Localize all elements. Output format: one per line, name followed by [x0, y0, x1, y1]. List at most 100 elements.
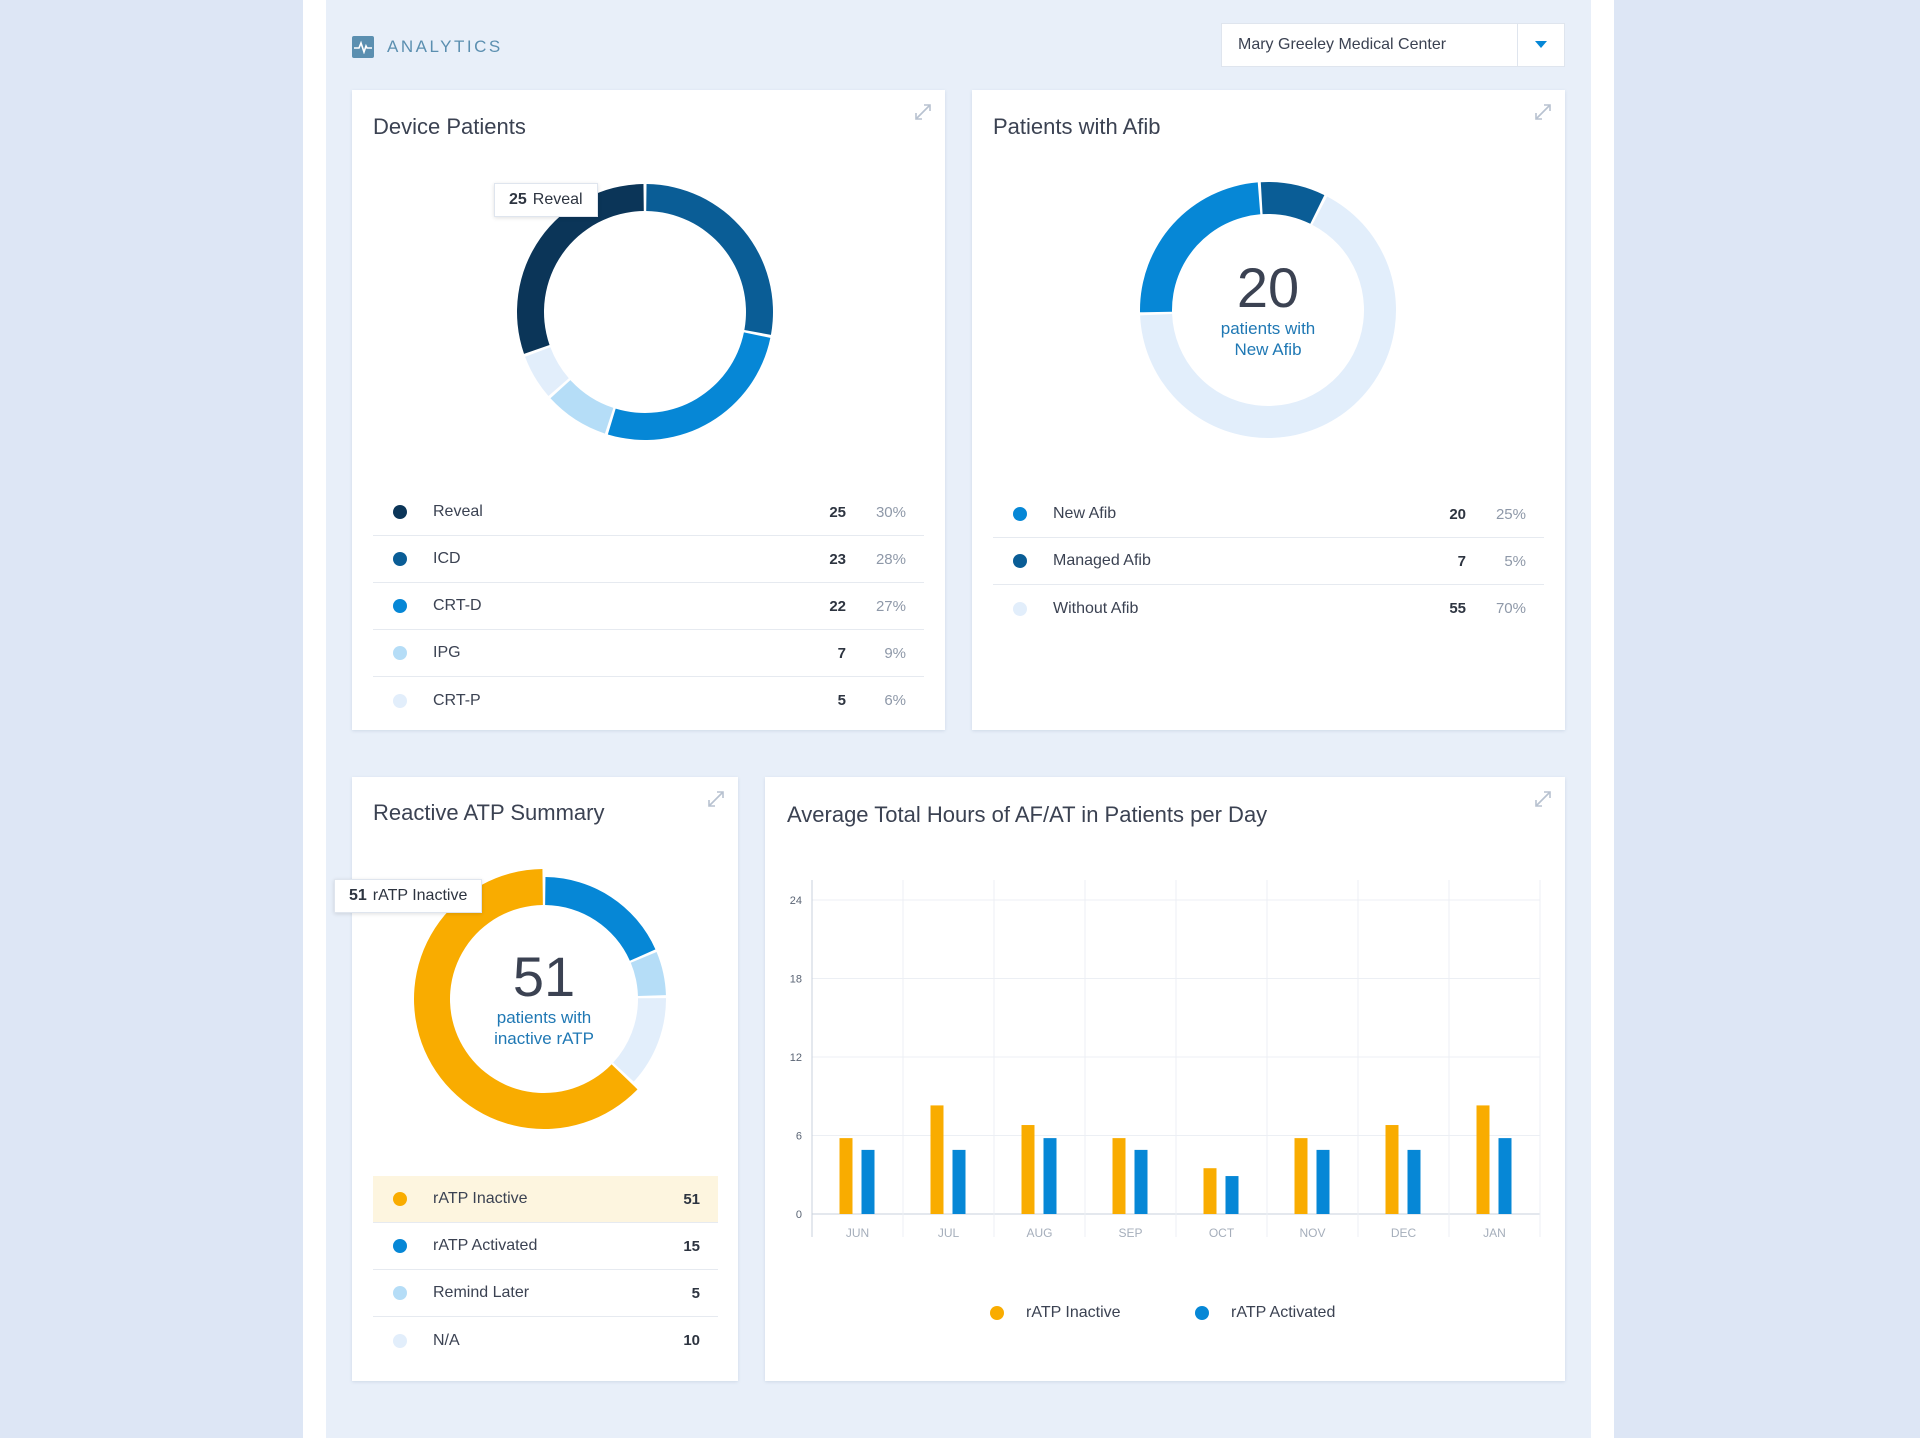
bar-ratp-activated-jun[interactable]: [861, 1149, 875, 1214]
atp-tooltip: 51 rATP Inactive: [334, 879, 483, 913]
legend-row-ratp-activated[interactable]: rATP Activated 15: [373, 1223, 718, 1270]
legend-dot: [1013, 554, 1027, 568]
bar-ratp-activated-jan[interactable]: [1498, 1138, 1512, 1214]
bar-ratp-inactive-aug[interactable]: [1021, 1125, 1035, 1214]
atp-slice-n-a[interactable]: [613, 998, 666, 1082]
bar-ratp-inactive-jan[interactable]: [1476, 1105, 1490, 1214]
legend-label: ICD: [433, 550, 461, 567]
legend-label: rATP Activated: [1231, 1304, 1336, 1321]
expand-icon[interactable]: [913, 102, 933, 122]
legend-row-icd[interactable]: ICD 23 28%: [373, 536, 924, 583]
legend-label: IPG: [433, 644, 461, 661]
legend-row-remind-later[interactable]: Remind Later 5: [373, 1270, 718, 1317]
afib-slice-new-afib[interactable]: [1140, 182, 1261, 313]
legend-label: Without Afib: [1053, 599, 1139, 617]
legend-value: 51: [683, 1190, 700, 1208]
legend-row-ratp-inactive[interactable]: rATP Inactive 51: [373, 1176, 718, 1223]
legend-row-managed-afib[interactable]: Managed Afib 7 5%: [993, 538, 1544, 585]
bar-ratp-activated-oct[interactable]: [1225, 1176, 1239, 1214]
legend-percent: 27%: [875, 597, 906, 615]
atp-center-label: 51 patients with inactive rATP: [444, 947, 644, 1049]
legend-value: 5: [691, 1284, 700, 1302]
chevron-down-icon: [1535, 41, 1547, 48]
chart-title: Average Total Hours of AF/AT in Patients…: [787, 802, 1268, 827]
device-slice-crt-d[interactable]: [607, 332, 771, 440]
legend-item-ratp-inactive[interactable]: rATP Inactive: [990, 1304, 1121, 1322]
bar-ratp-inactive-sep[interactable]: [1112, 1138, 1126, 1214]
af-at-bar-chart: 0 6 12 18 24 JUN JUL AUG SEP OCT NOV DEC JAN: [790, 880, 1541, 1237]
legend-row-ipg[interactable]: IPG 7 9%: [373, 630, 924, 677]
legend-label: CRT-P: [433, 691, 481, 709]
legend-row-crt-p[interactable]: CRT-P 5 6%: [373, 677, 924, 724]
legend-dot: [1195, 1306, 1209, 1320]
atp-slice-ratp-activated[interactable]: [545, 877, 656, 961]
bar-ratp-activated-aug[interactable]: [1043, 1138, 1057, 1214]
legend-label: rATP Inactive: [1026, 1304, 1121, 1321]
legend-dot: [393, 646, 407, 660]
legend-value: 55: [1449, 600, 1466, 617]
device-slice-ipg[interactable]: [550, 380, 614, 434]
device-slice-reveal[interactable]: [517, 184, 644, 354]
x-tick-label: NOV: [1299, 1226, 1325, 1237]
bar-ratp-inactive-jun[interactable]: [839, 1138, 853, 1214]
device-patients-card: Device Patients 25 Reveal Reveal 25 30% ICD 2…: [352, 90, 945, 730]
analytics-pulse-icon: [352, 36, 374, 58]
y-tick-label: 0: [796, 1209, 802, 1221]
bar-ratp-activated-dec[interactable]: [1407, 1149, 1421, 1214]
facility-select-value: Mary Greeley Medical Center: [1238, 36, 1447, 53]
legend-row-crt-d[interactable]: CRT-D 22 27%: [373, 583, 924, 630]
atp-slice-remind-later[interactable]: [630, 952, 666, 997]
bar-ratp-inactive-oct[interactable]: [1203, 1168, 1217, 1214]
afib-slice-managed-afib[interactable]: [1260, 182, 1325, 224]
legend-label: Reveal: [433, 503, 483, 520]
legend-value: 5: [837, 692, 846, 709]
legend-label: Remind Later: [433, 1284, 530, 1301]
card-title: Patients with Afib: [993, 114, 1161, 139]
legend-dot: [990, 1306, 1004, 1320]
legend-dot: [393, 599, 407, 613]
device-donut-chart: [517, 184, 773, 440]
legend-row-without-afib[interactable]: Without Afib 55 70%: [993, 585, 1544, 632]
legend-value: 10: [683, 1332, 700, 1349]
expand-icon[interactable]: [1533, 102, 1553, 122]
atp-slice-ratp-inactive[interactable]: [414, 869, 638, 1129]
tooltip-value: 51: [349, 887, 367, 904]
x-tick-label: AUG: [1026, 1226, 1052, 1237]
legend-value: 22: [829, 597, 846, 615]
atp-center-caption-2: inactive rATP: [494, 1029, 594, 1048]
bar-ratp-inactive-nov[interactable]: [1294, 1138, 1308, 1214]
afib-center-caption-2: New Afib: [1234, 340, 1302, 359]
atp-donut-chart: [414, 869, 666, 1129]
bar-ratp-activated-sep[interactable]: [1134, 1149, 1148, 1214]
afib-donut-chart: [1140, 182, 1396, 438]
expand-icon[interactable]: [1533, 789, 1553, 809]
legend-dot: [393, 1239, 407, 1253]
legend-value: 15: [683, 1237, 700, 1255]
afib-center-label: 20 patients with New Afib: [1168, 258, 1368, 360]
y-tick-label: 24: [790, 895, 802, 907]
legend-item-ratp-activated[interactable]: rATP Activated: [1195, 1304, 1335, 1322]
legend-dot: [1013, 507, 1027, 521]
legend-percent: 9%: [884, 644, 906, 662]
legend-value: 25: [829, 503, 846, 521]
expand-icon[interactable]: [706, 789, 726, 809]
facility-dropdown-button[interactable]: [1517, 24, 1564, 66]
bar-ratp-inactive-jul[interactable]: [930, 1105, 944, 1214]
legend-row-new-afib[interactable]: New Afib 20 25%: [993, 491, 1544, 538]
page-header: ANALYTICS: [352, 36, 503, 58]
bar-ratp-activated-nov[interactable]: [1316, 1149, 1330, 1214]
tooltip-value: 25: [509, 191, 527, 208]
legend-row-reveal[interactable]: Reveal 25 30%: [373, 489, 924, 536]
facility-select[interactable]: Mary Greeley Medical Center: [1221, 23, 1565, 67]
x-tick-label: OCT: [1209, 1226, 1235, 1237]
legend-row-n-a[interactable]: N/A 10: [373, 1317, 718, 1364]
tooltip-label: Reveal: [532, 191, 583, 208]
legend-value: 7: [837, 644, 846, 662]
device-slice-crt-p[interactable]: [525, 347, 569, 397]
afib-card: Patients with Afib 20 patients with New …: [972, 90, 1565, 730]
device-slice-icd[interactable]: [646, 184, 773, 335]
bar-ratp-activated-jul[interactable]: [952, 1149, 966, 1214]
legend-dot: [393, 1333, 407, 1348]
card-title: Device Patients: [373, 114, 526, 139]
bar-ratp-inactive-dec[interactable]: [1385, 1125, 1399, 1214]
